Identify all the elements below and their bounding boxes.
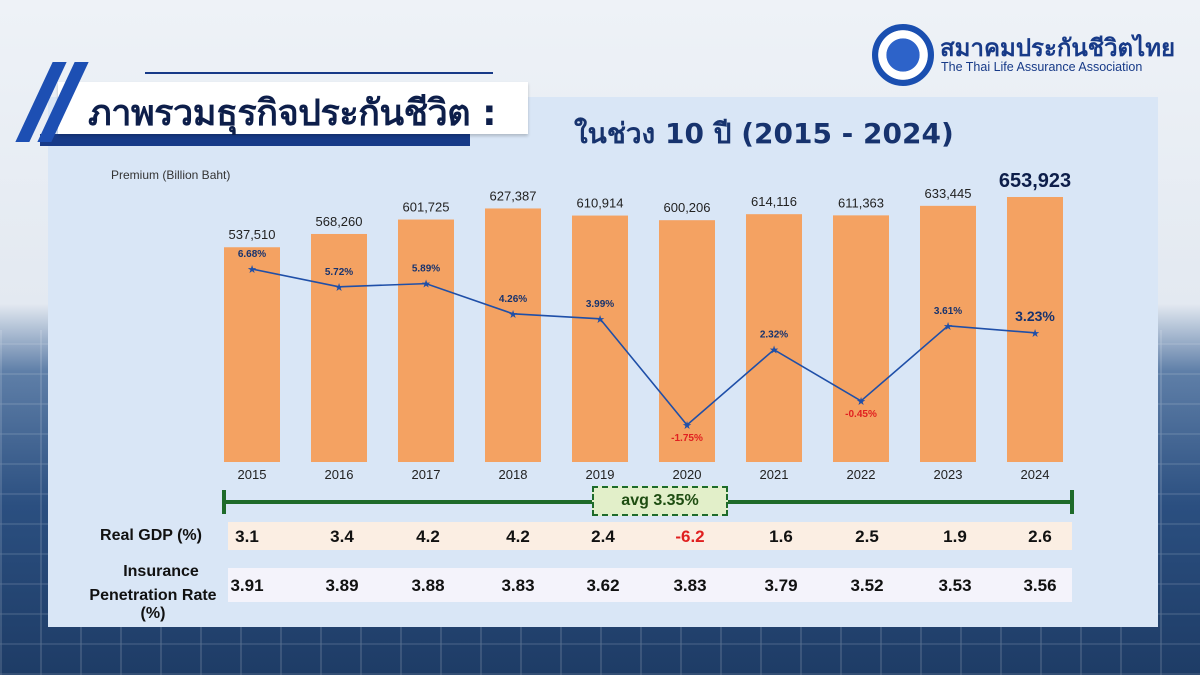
premium-bar [572,215,628,462]
growth-rate-label: 4.26% [499,294,527,305]
growth-rate-label: 3.61% [934,306,962,317]
growth-point-marker: ★ [595,314,605,326]
x-tick-label: 2016 [325,467,354,482]
penetration-cell: 3.91 [230,576,264,595]
growth-point-marker: ★ [508,309,518,321]
penetration-row-label-line1: Insurance [123,563,199,580]
growth-rate-label: 2.32% [760,330,788,341]
gdp-cell: 4.2 [416,527,440,546]
premium-value-label: 600,206 [664,200,711,215]
gdp-row-background [228,522,1072,550]
premium-bar [746,214,802,462]
growth-point-marker: ★ [943,321,953,333]
x-tick-label: 2022 [847,467,876,482]
premium-value-label: 633,445 [925,186,972,201]
penetration-cell: 3.52 [850,576,884,595]
premium-bar [485,208,541,462]
x-tick-label: 2017 [412,467,441,482]
association-name-thai: สมาคมประกันชีวิตไทย [940,34,1176,62]
premium-bar [659,220,715,462]
premium-value-label: 610,914 [577,196,624,211]
premium-bar [920,205,976,462]
y-axis-label: Premium (Billion Baht) [111,168,231,182]
gdp-cell: -6.2 [675,527,705,546]
association-name-english: The Thai Life Assurance Association [941,60,1143,74]
penetration-row-label-line2: Penetration Rate (%) [89,587,217,622]
premium-value-label: 568,260 [316,214,363,229]
penetration-cell: 3.53 [938,576,972,595]
premium-bar [311,233,367,462]
growth-rate-label: 5.72% [325,267,353,278]
growth-point-marker: ★ [682,420,692,432]
growth-point-marker: ★ [421,279,431,291]
penetration-cell: 3.83 [501,576,535,595]
premium-value-label: 614,116 [751,194,797,209]
title-underline [40,134,470,146]
premium-value-label: 601,725 [403,200,450,215]
penetration-cell: 3.89 [325,576,359,595]
title-bar [58,82,528,134]
growth-point-marker: ★ [769,345,779,357]
gdp-cell: 2.6 [1028,527,1052,546]
title-top-line [145,72,493,74]
page-subtitle: ในช่วง 10 ปี (2015 - 2024) [574,117,954,150]
growth-rate-label: -1.75% [671,433,703,444]
gdp-row-label: Real GDP (%) [100,527,202,544]
page-title: ภาพรวมธุรกิจประกันชีวิต : [88,93,497,134]
growth-rate-label: 5.89% [412,264,440,275]
premium-value-label: 653,923 [999,170,1071,192]
average-range-cap-left [222,490,226,514]
gdp-cell: 1.6 [769,527,793,546]
penetration-cell: 3.88 [411,576,445,595]
premium-bar [1007,197,1063,462]
penetration-cell: 3.62 [586,576,620,595]
gdp-cell: 2.5 [855,527,879,546]
gdp-cell: 4.2 [506,527,530,546]
premium-bar [224,247,280,462]
premium-value-label: 627,387 [490,188,537,203]
premium-value-label: 537,510 [229,227,276,242]
x-tick-label: 2015 [238,467,267,482]
premium-value-label: 611,363 [838,195,884,210]
gdp-cell: 3.1 [235,527,259,546]
penetration-cell: 3.56 [1023,576,1057,595]
x-tick-label: 2018 [499,467,528,482]
average-badge: avg 3.35% [592,486,728,516]
x-tick-label: 2024 [1021,467,1050,482]
premium-bar [398,219,454,462]
growth-rate-label: -0.45% [845,409,877,420]
x-tick-label: 2019 [586,467,615,482]
growth-rate-label: 3.23% [1015,308,1055,324]
growth-point-marker: ★ [856,396,866,408]
gdp-cell: 2.4 [591,527,615,546]
average-range-cap-right [1070,490,1074,514]
premium-bar [833,215,889,462]
association-logo-icon [872,24,934,86]
growth-point-marker: ★ [334,282,344,294]
x-tick-label: 2020 [673,467,702,482]
penetration-cell: 3.83 [673,576,707,595]
gdp-cell: 1.9 [943,527,967,546]
growth-rate-label: 3.99% [586,299,614,310]
growth-point-marker: ★ [247,264,257,276]
growth-line [251,268,1036,427]
x-tick-label: 2023 [934,467,963,482]
growth-rate-label: 6.68% [238,249,266,260]
penetration-cell: 3.79 [764,576,798,595]
x-tick-label: 2021 [760,467,789,482]
penetration-row-background [228,568,1072,602]
gdp-cell: 3.4 [330,527,354,546]
growth-point-marker: ★ [1030,328,1040,340]
